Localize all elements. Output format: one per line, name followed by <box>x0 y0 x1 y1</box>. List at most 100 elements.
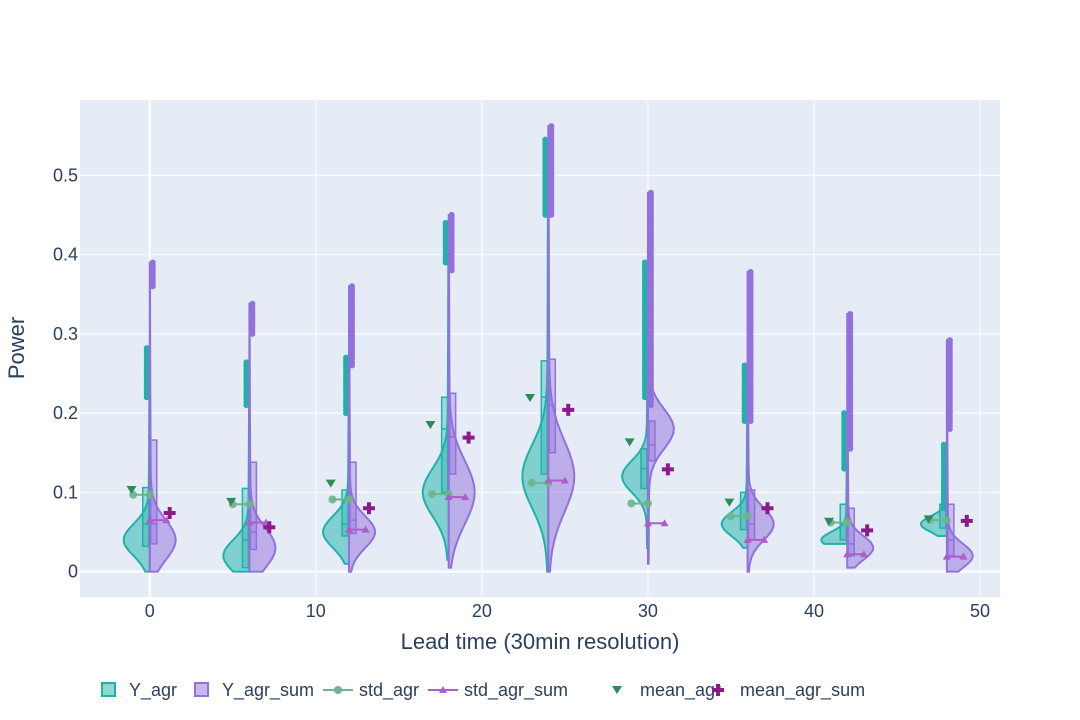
y-agr-box <box>540 360 549 475</box>
legend: Y_agr Y_agr_sum std_agr std_agr_sum mean_agr… <box>101 680 865 701</box>
legend-swatch <box>439 686 447 693</box>
x-axis-title: Lead time (30min resolution) <box>401 629 680 654</box>
std-agr-sum-point <box>461 493 470 501</box>
std-agr-sum-point <box>643 519 652 527</box>
std-agr-sum-point <box>361 525 370 533</box>
x-tick-label: 10 <box>306 601 326 621</box>
x-tick-label: 40 <box>804 601 824 621</box>
y-agr-sum-outlier-point <box>149 259 156 266</box>
std-agr-sum-point <box>145 516 154 524</box>
y-agr-outlier-point <box>542 136 549 143</box>
mean-agr-marker <box>823 517 834 526</box>
legend-item-mean-agr-sum: mean_agr_sum <box>712 680 865 701</box>
mean-agr-sum-marker <box>462 431 475 444</box>
axis-layer: 0 0.1 0.2 0.3 0.4 0.5 0 10 20 30 40 50 <box>53 165 990 621</box>
y-agr-outlier-point <box>143 345 150 352</box>
mean-agr-marker <box>226 497 237 506</box>
mean-agr-sum-marker <box>661 463 674 476</box>
y-tick-label: 0.1 <box>53 482 78 502</box>
y-agr-sum-outlier-point <box>747 269 754 276</box>
legend-item-y-agr: Y_agr <box>101 680 177 701</box>
std-agr-sum-point <box>345 525 354 533</box>
std-agr-point <box>942 516 951 525</box>
x-tick-label: 50 <box>970 601 990 621</box>
x-tick-label: 20 <box>472 601 492 621</box>
std-agr-sum-point <box>959 552 968 560</box>
y-agr-sum-outlier-point <box>548 123 555 130</box>
std-agr-point <box>527 478 536 487</box>
y-agr-box <box>739 491 748 531</box>
x-tick-label: 0 <box>145 601 155 621</box>
y-agr-outlier-point <box>641 259 648 266</box>
std-agr-point <box>843 518 852 527</box>
legend-swatch <box>334 686 342 694</box>
y-tick-label: 0.3 <box>53 324 78 344</box>
mean-agr-marker <box>923 515 934 524</box>
std-agr-point <box>345 495 354 504</box>
y-agr-outlier-point <box>442 219 449 226</box>
mean-agr-sum-marker <box>362 502 375 515</box>
std-agr-point <box>145 490 154 499</box>
std-agr-sum-point <box>843 550 852 558</box>
std-agr-point <box>743 512 752 521</box>
y-agr-sum-box <box>648 420 656 462</box>
std-agr-sum-point <box>560 476 569 484</box>
std-agr-sum-point <box>444 493 453 501</box>
data-layer <box>122 123 974 573</box>
mean-agr-sum-marker <box>861 524 874 537</box>
y-agr-sum-outlier-point <box>647 189 654 196</box>
mean-agr-marker <box>724 498 735 507</box>
mean-agr-marker <box>325 479 336 488</box>
legend-swatch <box>612 686 622 694</box>
std-agr-sum-point <box>743 535 752 543</box>
mean-agr-marker <box>425 420 436 429</box>
std-agr-point <box>328 495 337 504</box>
legend-swatch <box>194 682 209 697</box>
y-axis-title: Power <box>4 317 29 379</box>
mean-agr-marker <box>525 394 536 403</box>
y-agr-outlier-point <box>243 359 250 366</box>
y-agr-box <box>241 487 250 569</box>
y-agr-sum-box <box>448 392 457 475</box>
mean-agr-sum-marker <box>163 506 176 519</box>
mean-agr-marker <box>126 485 137 494</box>
legend-item-std-agr: std_agr <box>323 680 419 701</box>
mean-agr-sum-marker <box>761 502 774 515</box>
legend-item-mean-agr: mean_agr <box>612 680 721 701</box>
y-agr-sum-box <box>847 507 855 557</box>
legend-label: Y_agr <box>129 680 177 701</box>
y-agr-sum-outlier-point <box>249 300 256 307</box>
legend-label: mean_agr <box>640 680 721 701</box>
y-agr-sum-outlier-point <box>847 311 854 318</box>
std-agr-sum-point <box>660 519 669 527</box>
legend-swatch <box>101 682 116 697</box>
std-agr-sum-point <box>245 518 254 526</box>
legend-label: Y_agr_sum <box>222 680 314 701</box>
std-agr-point <box>428 489 437 498</box>
y-agr-sum-outlier-point <box>349 283 356 290</box>
y-agr-sum-box <box>947 503 955 557</box>
mean-agr-sum-marker <box>263 521 276 534</box>
y-agr-outlier-point <box>343 354 350 361</box>
std-agr-sum-point <box>544 476 553 484</box>
y-agr-outlier-point <box>741 362 748 369</box>
legend-label: std_agr_sum <box>464 680 568 701</box>
mean-agr-sum-marker <box>960 514 973 527</box>
legend-label: mean_agr_sum <box>740 680 865 701</box>
y-agr-sum-outlier-point <box>448 211 455 218</box>
y-agr-outlier-point <box>841 410 848 417</box>
std-agr-point <box>627 499 636 508</box>
mean-agr-marker <box>624 438 635 447</box>
std-agr-sum-point <box>942 552 951 560</box>
y-agr-sum-outlier-point <box>946 337 953 344</box>
std-agr-sum-point <box>760 535 769 543</box>
std-agr-point <box>726 512 735 521</box>
legend-item-y-agr-sum: Y_agr_sum <box>194 680 314 701</box>
std-agr-sum-point <box>859 550 868 558</box>
std-agr-point <box>245 500 254 509</box>
mean-agr-sum-marker <box>562 403 575 416</box>
std-agr-sum-point <box>162 516 171 524</box>
std-agr-point <box>643 499 652 508</box>
y-agr-sum-box <box>548 358 557 454</box>
